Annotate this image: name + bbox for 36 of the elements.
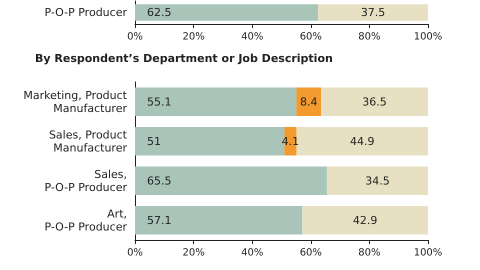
y-tick-label: Sales, Product Manufacturer: [48, 128, 128, 154]
data-label: 42.9: [352, 214, 378, 227]
y-tick-label: Marketing, Product Manufacturer: [23, 88, 128, 115]
y-tick-label: Sales, P-O-P Producer: [44, 168, 128, 194]
bar: [135, 88, 296, 116]
x-tick-label: 20%: [182, 248, 205, 258]
x-tick-label: 100%: [414, 248, 442, 258]
x-tick-label: 0%: [127, 248, 143, 258]
x-tick-label: 80%: [358, 248, 381, 258]
x-tick-label: 40%: [241, 32, 264, 42]
x-tick-label: 60%: [300, 248, 322, 258]
bar: [302, 206, 428, 234]
y-tick-label: Art, P-O-P Producer: [44, 207, 128, 234]
y-tick-label: P-O-P Producer: [44, 6, 128, 19]
data-label: 62.5: [147, 6, 172, 19]
x-tick-label: 20%: [182, 32, 205, 42]
bar: [321, 88, 428, 116]
bar: [326, 166, 428, 195]
x-tick-label: 40%: [241, 248, 264, 258]
data-label: 55.1: [147, 95, 172, 108]
chart-title: By Respondent’s Department or Job Description: [35, 52, 333, 65]
x-tick-label: 100%: [414, 32, 442, 42]
data-label: 44.9: [350, 134, 374, 148]
bar: [135, 206, 302, 234]
data-label: 65.5: [147, 174, 172, 188]
x-tick-label: 0%: [127, 32, 143, 42]
bar: [135, 166, 327, 195]
x-tick-label: 80%: [358, 32, 381, 42]
data-label: 57.1: [147, 214, 172, 227]
data-label: 36.5: [362, 95, 387, 108]
data-label: 8.4: [300, 95, 318, 108]
data-label: 51: [147, 134, 161, 148]
x-tick-label: 60%: [300, 32, 322, 42]
data-label: 34.5: [365, 174, 390, 188]
bar: [296, 88, 322, 116]
data-label: 37.5: [360, 6, 386, 19]
